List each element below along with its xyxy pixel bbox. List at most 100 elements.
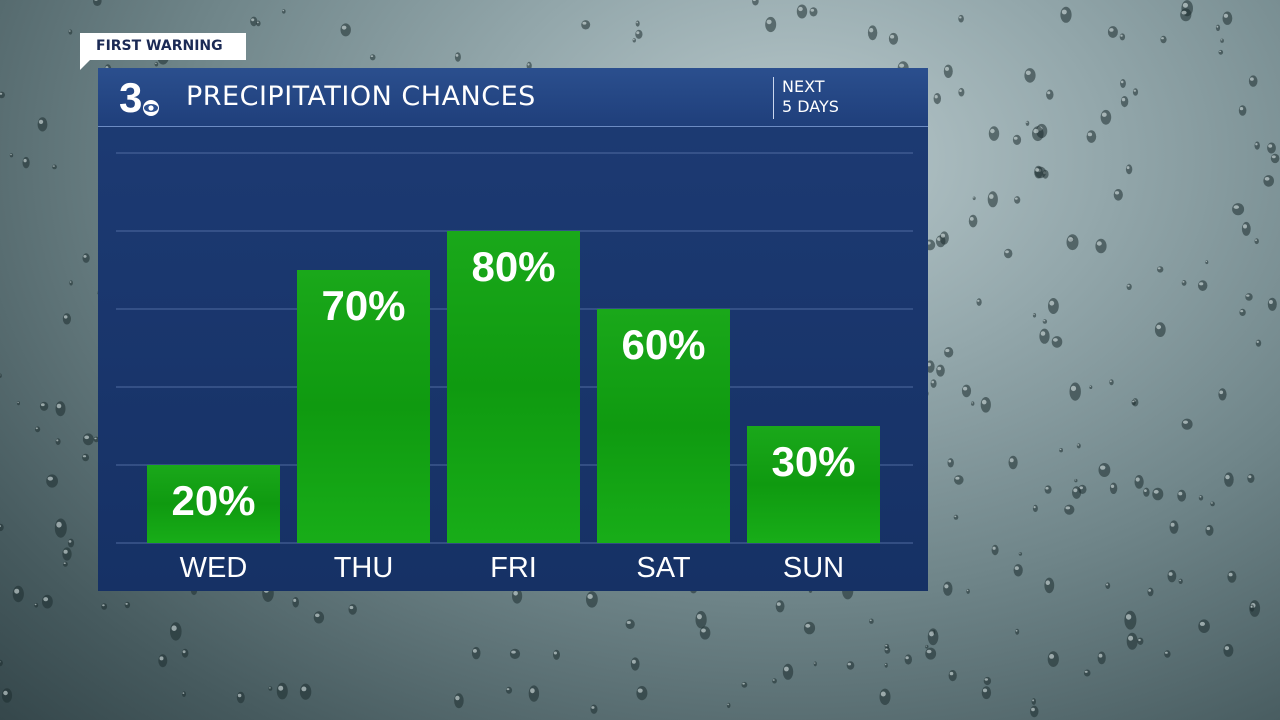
first-warning-badge: FIRST WARNING: [80, 33, 246, 60]
raindrop-highlight: [1047, 91, 1051, 95]
chart-panel: 3 PRECIPITATION CHANCES NEXT 5 DAYS 20% W…: [98, 68, 928, 591]
raindrop: [54, 518, 67, 538]
raindrop: [471, 646, 481, 660]
raindrop: [528, 685, 540, 702]
raindrop: [1167, 569, 1177, 583]
raindrop: [170, 622, 182, 641]
raindrop: [752, 0, 759, 6]
raindrop-highlight: [949, 671, 954, 676]
raindrop: [1205, 260, 1209, 265]
raindrop: [276, 682, 288, 700]
raindrop-highlight: [1049, 300, 1055, 306]
raindrop: [1263, 175, 1274, 187]
raindrop: [1255, 339, 1262, 347]
raindrop-highlight: [3, 690, 8, 696]
raindrop: [0, 659, 3, 667]
raindrop-highlight: [34, 603, 37, 606]
raindrop-highlight: [1005, 250, 1009, 254]
raindrop-highlight: [954, 515, 957, 518]
raindrop-highlight: [83, 255, 87, 258]
raindrop: [925, 644, 929, 649]
raindrop: [1, 688, 13, 703]
raindrop-highlight: [69, 281, 72, 283]
raindrop-highlight: [959, 89, 962, 92]
raindrop-highlight: [301, 686, 307, 692]
raindrop-highlight: [885, 648, 888, 651]
raindrop: [0, 523, 4, 532]
raindrop-highlight: [1156, 324, 1162, 330]
raindrop: [741, 681, 748, 688]
raindrop-highlight: [963, 386, 968, 391]
raindrop: [181, 648, 189, 658]
raindrop: [236, 691, 245, 704]
raindrop: [953, 514, 959, 520]
raindrop: [182, 691, 186, 697]
raindrop-highlight: [934, 95, 938, 99]
raindrop-highlight: [1089, 386, 1092, 387]
raindrop: [9, 153, 14, 158]
raindrop: [1152, 487, 1164, 501]
logo-numeral: 3: [119, 74, 142, 121]
data-label-fri: 80%: [471, 243, 555, 290]
raindrop-highlight: [633, 39, 635, 41]
raindrop: [1064, 504, 1075, 515]
raindrop: [82, 433, 94, 446]
raindrop: [1086, 130, 1097, 143]
raindrop-highlight: [1199, 621, 1205, 626]
data-label-sun: 30%: [771, 438, 855, 485]
raindrop-highlight: [582, 21, 587, 25]
raindrop: [884, 662, 888, 668]
raindrop-highlight: [256, 21, 259, 24]
raindrop-highlight: [772, 679, 775, 681]
raindrop: [1034, 165, 1043, 179]
raindrop-highlight: [38, 119, 44, 124]
raindrop-highlight: [370, 55, 374, 58]
raindrop-highlight: [1240, 310, 1244, 313]
raindrop: [22, 156, 30, 169]
raindrop: [62, 547, 72, 561]
raindrop-highlight: [1077, 444, 1080, 446]
raindrop-highlight: [52, 165, 55, 167]
raindrop-highlight: [1033, 506, 1036, 509]
raindrop: [35, 426, 41, 433]
raindrop: [695, 611, 707, 629]
raindrop: [1181, 418, 1193, 430]
raindrop: [250, 16, 258, 27]
raindrop: [983, 676, 992, 686]
raindrop: [1032, 126, 1044, 142]
raindrop: [961, 384, 972, 398]
raindrop: [944, 347, 954, 358]
raindrop-highlight: [1216, 25, 1219, 28]
raindrop: [1220, 38, 1224, 43]
raindrop: [1113, 189, 1123, 201]
raindrop: [948, 670, 957, 682]
raindrop: [1177, 489, 1187, 502]
raindrop: [1008, 455, 1018, 470]
raindrop-highlight: [56, 403, 62, 409]
raindrop: [93, 0, 102, 6]
raindrop: [625, 619, 635, 630]
raindrop: [1048, 298, 1059, 314]
raindrop-highlight: [455, 54, 459, 57]
raindrop: [299, 683, 312, 700]
raindrop: [1164, 650, 1171, 658]
raindrop-highlight: [0, 661, 1, 663]
raindrop-highlight: [1035, 168, 1039, 172]
raindrop-highlight: [1032, 699, 1035, 702]
raindrop: [636, 686, 648, 701]
raindrop: [972, 196, 976, 201]
badge-tail: [80, 60, 90, 70]
raindrop: [581, 20, 591, 30]
raindrop-highlight: [880, 691, 886, 697]
raindrop: [1232, 203, 1245, 216]
raindrop-highlight: [931, 380, 934, 384]
raindrop-highlight: [982, 688, 988, 693]
raindrop: [1147, 587, 1154, 597]
raindrop: [0, 373, 2, 378]
raindrop: [0, 91, 5, 99]
raindrop: [1032, 504, 1038, 512]
raindrop: [1014, 196, 1021, 204]
raindrop: [1013, 564, 1023, 577]
raindrop-highlight: [315, 613, 320, 618]
raindrop-highlight: [1268, 300, 1273, 304]
